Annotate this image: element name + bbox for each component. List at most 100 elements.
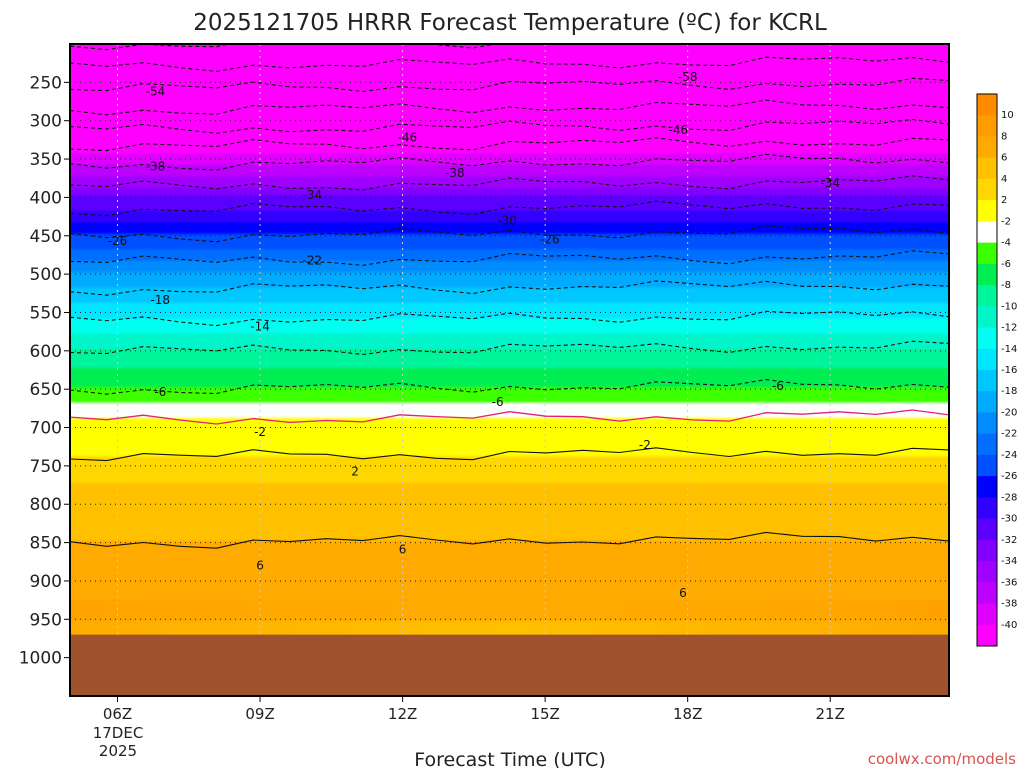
isotherm-contour: [70, 447, 949, 462]
colorbar-segment: [977, 603, 997, 626]
date-label-year: 2025: [99, 742, 137, 760]
contour-label: -2: [639, 438, 651, 452]
colorbar-segment: [977, 263, 997, 286]
contour-label: -6: [492, 395, 504, 409]
colorbar-tick-label: -28: [1001, 492, 1017, 503]
contour-label: 2: [351, 464, 359, 478]
contour-label: 6: [399, 542, 407, 556]
colorbar-tick-label: -26: [1001, 471, 1017, 482]
isotherm-contour: [70, 225, 949, 243]
colorbar-tick-label: -8: [1001, 280, 1011, 291]
isotherm-contour: [70, 531, 949, 549]
y-tick-label: 1000: [19, 649, 62, 669]
x-tick-label: 09Z: [245, 705, 274, 723]
contour-label: -6: [772, 379, 784, 393]
colorbar-tick-label: 10: [1001, 110, 1014, 121]
colorbar-segment: [977, 178, 997, 201]
x-tick-label: 21Z: [816, 705, 845, 723]
isotherm-contour: [70, 409, 949, 425]
colorbar-tick-label: 2: [1001, 195, 1007, 206]
colorbar-segment: [977, 539, 997, 562]
colorbar-segment: [977, 624, 997, 647]
contour-label: -38: [445, 166, 465, 180]
y-tick-label: 350: [30, 150, 62, 170]
colorbar-tick-label: -14: [1001, 344, 1017, 355]
colorbar-segment: [977, 94, 997, 116]
isotherm-contour: [70, 77, 949, 93]
isotherm-contour: [70, 153, 949, 171]
isotherm-contour: [70, 340, 949, 356]
contour-label: -58: [678, 70, 698, 84]
y-tick-label: 600: [30, 342, 62, 362]
y-tick-label: 300: [30, 112, 62, 132]
colorbar-tick-label: -38: [1001, 599, 1017, 610]
colorbar-segment: [977, 433, 997, 456]
isotherm-contour: [70, 137, 949, 152]
colorbar-segment: [977, 200, 997, 222]
colorbar-segment: [977, 497, 997, 520]
colorbar-tick-label: -22: [1001, 429, 1017, 440]
contour-label: 6: [679, 586, 687, 600]
contour-labels: -54-58-46-46-38 -38-34-34-30-26 -26-22-18-…: [108, 70, 840, 600]
contour-label: -30: [497, 213, 517, 227]
colorbar-tick-label: -18: [1001, 386, 1017, 397]
colorbar-segment: [977, 221, 997, 244]
contour-label: 6: [256, 559, 264, 573]
colorbar-segment: [977, 476, 997, 498]
isotherm-contour: [70, 379, 949, 395]
colorbar-segment: [977, 348, 997, 371]
x-tick-label: 06Z: [103, 705, 132, 723]
y-tick-label: 500: [30, 265, 62, 285]
contour-label: -2: [254, 425, 266, 439]
contour-label: -26: [540, 233, 560, 247]
temperature-field: [70, 44, 949, 696]
contour-label: -46: [398, 131, 418, 145]
colorbar-segment: [977, 391, 997, 413]
colorbar-tick-label: -20: [1001, 407, 1017, 418]
y-tick-label: 450: [30, 227, 62, 247]
contour-label: -38: [146, 160, 166, 174]
colorbar-segment: [977, 582, 997, 605]
colorbar-tick-label: -6: [1001, 259, 1011, 270]
colorbar-segment: [977, 412, 997, 435]
isotherm-contour: [70, 44, 883, 51]
chart-title: 2025121705 HRRR Forecast Temperature (ºC…: [193, 10, 827, 36]
isotherm-contour: [70, 280, 949, 296]
isotherm-contour: [70, 99, 949, 116]
colorbar-segment: [977, 306, 997, 329]
y-tick-label: 900: [30, 572, 62, 592]
plot-frame: [69, 43, 950, 697]
y-tick-label: 250: [30, 73, 62, 93]
colorbar-segment: [977, 370, 997, 392]
grid-lines: [70, 44, 949, 696]
colorbar-tick-label: -30: [1001, 514, 1017, 525]
y-tick-label: 850: [30, 534, 62, 554]
contour-label: -22: [303, 253, 323, 267]
isotherm-contour: [70, 118, 949, 134]
credit-link[interactable]: coolwx.com/models: [868, 750, 1016, 768]
contour-label: -18: [150, 293, 170, 307]
colorbar-tick-label: 8: [1001, 131, 1007, 142]
colorbar-tick-label: -16: [1001, 365, 1017, 376]
colorbar-frame: [976, 93, 998, 647]
colorbar-segment: [977, 136, 997, 159]
colorbar-segment: [977, 561, 997, 583]
y-tick-label: 750: [30, 457, 62, 477]
colorbar-segment: [977, 454, 997, 477]
isotherm-contour: [70, 310, 949, 327]
y-tick-label: 800: [30, 495, 62, 515]
contour-label: -34: [820, 176, 840, 190]
date-label-day: 17DEC: [93, 724, 144, 742]
colorbar-tick-label: -4: [1001, 238, 1011, 249]
x-tick-label: 15Z: [530, 705, 559, 723]
contour-label: -46: [668, 123, 688, 137]
colorbar-tick-label: -24: [1001, 450, 1017, 461]
colorbar: 10 8 6 4 2 -2 -4 -6 -8 -10 -12 -14 -16 -18 -20 -22 -24 -2…: [976, 93, 1017, 647]
surface-ground: [70, 634, 949, 696]
isotherm-contour: [70, 175, 949, 191]
x-axis: 06Z 09Z 12Z 15Z 18Z 21Z: [103, 696, 845, 723]
colorbar-segment: [977, 157, 997, 180]
y-tick-label: 950: [30, 610, 62, 630]
contour-label: -26: [108, 234, 128, 248]
